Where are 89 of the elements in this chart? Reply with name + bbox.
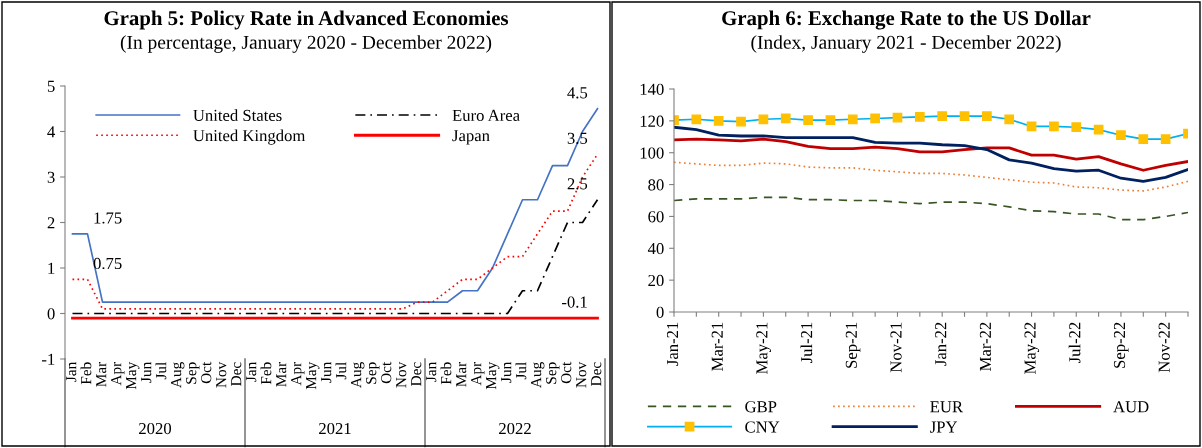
x-tick-label: May-21 — [756, 322, 771, 375]
x-tick-label: Mar-21 — [711, 322, 723, 371]
text: 2021 — [319, 422, 351, 435]
chart-subtitle: (Index, January 2021 - December 2022) — [751, 35, 1061, 53]
chart-title: Graph 6: Exchange Rate to the US Dollar — [722, 10, 1091, 30]
x-tick-label: Oct — [561, 361, 572, 384]
x-tick-label: Dec — [231, 362, 242, 386]
line-series — [674, 196, 1188, 221]
y-tick-label: 5 — [47, 80, 55, 92]
x-tick-label: Jan-21 — [666, 322, 679, 366]
y-tick-label: 20 — [648, 274, 664, 287]
x-tick-label: Dec — [591, 362, 602, 386]
legend-label: Euro Area — [452, 109, 520, 122]
y-tick-label: -1 — [42, 353, 55, 365]
chart-subtitle: (In percentage, January 2020 - December 2022) — [120, 35, 492, 53]
x-tick-label: Aug — [171, 362, 185, 388]
x-tick-label: Sep-22 — [1113, 322, 1129, 368]
x-tick-label: Jan-22 — [935, 322, 947, 366]
y-tick-label: 0 — [47, 308, 55, 320]
y-tick-label: 2 — [47, 217, 55, 229]
x-tick-label: Oct — [201, 361, 212, 384]
legend-label: United Kingdom — [193, 129, 306, 145]
x-tick-label: Jan — [246, 362, 257, 382]
x-tick-label: Apr — [471, 361, 485, 386]
y-tick-label: 0 — [656, 306, 664, 318]
y-tick-label: 80 — [648, 179, 664, 191]
x-tick-label: May-22 — [1024, 322, 1040, 375]
x-tick-label: Jan — [66, 362, 77, 382]
x-tick-label: Sep-21 — [845, 322, 861, 368]
data-label: 2.5 — [567, 178, 588, 190]
line-series — [674, 137, 1188, 172]
y-tick-label: 120 — [640, 115, 664, 127]
x-tick-label: May — [126, 361, 140, 390]
x-tick-label: May — [306, 361, 320, 390]
x-tick-label: Nov — [216, 361, 227, 388]
x-tick-label: Jan — [426, 362, 437, 382]
text: 2020 — [139, 422, 172, 435]
text: 2022 — [499, 422, 531, 435]
x-tick-label: Jul-22 — [1068, 322, 1081, 364]
line-series — [674, 125, 1188, 183]
data-label: 1.75 — [94, 212, 122, 224]
x-tick-label: Jul — [155, 362, 167, 380]
x-tick-label: Oct — [381, 361, 392, 384]
y-tick-label: 1 — [48, 262, 55, 274]
y-tick-label: 4 — [47, 126, 56, 138]
x-tick-label: Feb — [260, 362, 272, 385]
legend-label: JPY — [930, 421, 958, 433]
y-tick-label: 140 — [640, 83, 664, 95]
x-tick-label: Jul — [335, 362, 347, 380]
x-tick-label: Sep — [366, 362, 380, 384]
x-tick-label: Jul-21 — [800, 322, 813, 364]
legend-label: EUR — [930, 401, 964, 413]
line-series — [71, 198, 599, 315]
x-tick-label: Mar — [96, 361, 107, 387]
x-tick-label: Feb — [440, 362, 452, 385]
y-tick-label: 100 — [640, 147, 664, 159]
legend-label: United States — [193, 109, 282, 122]
line-series — [71, 153, 599, 310]
y-tick-label: 3 — [47, 171, 55, 183]
x-tick-label: Jun — [321, 362, 332, 383]
x-tick-label: Jun — [141, 362, 152, 383]
x-tick-label: Jun — [501, 362, 512, 383]
chart-title: Graph 5: Policy Rate in Advanced Economies — [104, 10, 509, 30]
x-tick-label: Jul — [515, 362, 527, 380]
x-tick-label: May — [486, 361, 500, 390]
x-tick-label: Mar — [456, 361, 467, 387]
data-label: 4.5 — [567, 87, 588, 99]
x-tick-label: Dec — [411, 362, 422, 386]
x-tick-label: Mar — [276, 361, 287, 387]
x-tick-label: Nov-21 — [890, 322, 902, 373]
x-tick-label: Nov — [396, 361, 407, 388]
legend-label: AUD — [1113, 401, 1149, 413]
x-tick-label: Nov — [576, 361, 587, 388]
x-tick-label: Sep — [186, 362, 200, 384]
x-tick-label: Apr — [291, 361, 305, 386]
x-tick-label: Nov-22 — [1158, 322, 1170, 373]
line-series — [674, 161, 1188, 192]
legend-label: CNY — [745, 421, 780, 433]
x-tick-label: Aug — [351, 362, 365, 388]
legend-label: Japan — [452, 130, 490, 145]
y-tick-label: 60 — [648, 211, 664, 223]
data-label: -0.1 — [562, 296, 587, 308]
x-tick-label: Apr — [111, 361, 125, 386]
x-tick-label: Feb — [80, 362, 92, 385]
x-tick-label: Aug — [531, 362, 545, 388]
x-tick-label: Mar-22 — [979, 322, 992, 371]
x-tick-label: Sep — [546, 362, 560, 384]
y-tick-label: 40 — [647, 242, 664, 255]
legend-label: GBP — [745, 401, 777, 413]
